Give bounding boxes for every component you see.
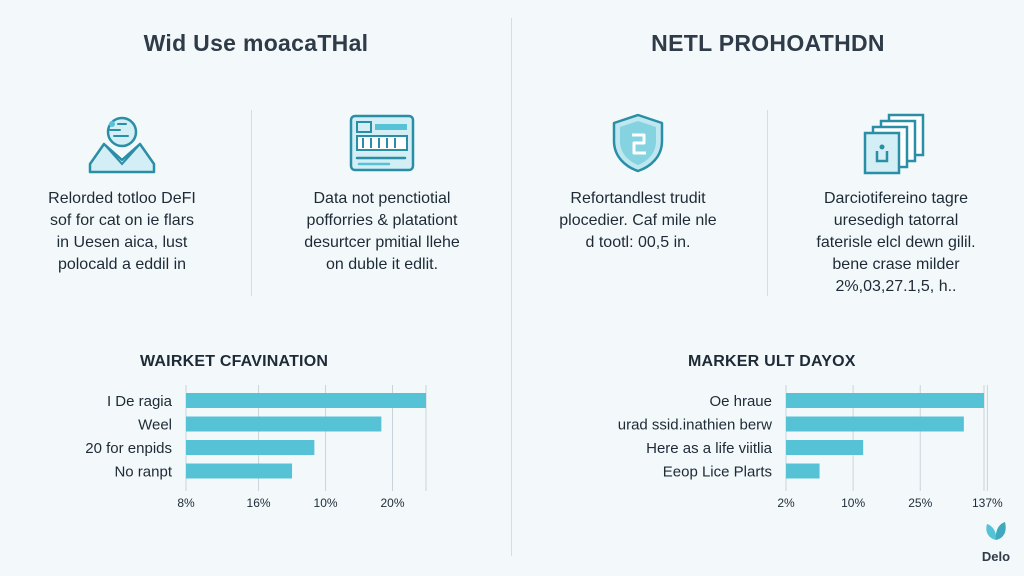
card-text-line: desurtcer pmitial llehe xyxy=(304,234,460,251)
left-card-divider xyxy=(251,110,252,296)
category-label: Eeop Lice Plarts xyxy=(663,464,772,481)
card-text-line: sof for cat on ie flars xyxy=(49,212,195,229)
card-text-line: polocald a eddil in xyxy=(57,256,187,273)
leaf-icon xyxy=(986,522,1006,540)
category-label: Weel xyxy=(138,417,172,434)
bar xyxy=(786,393,984,408)
left-chart-title: WAIRKET CFAVINATION xyxy=(140,353,329,370)
card-text-line: in Uesen aica, lust xyxy=(56,234,188,251)
bar xyxy=(786,416,964,432)
feature-card: Data not penctiotial pofforries & platat… xyxy=(272,110,492,276)
shield-icon xyxy=(528,110,748,176)
category-label: urad ssid.inathien berw xyxy=(618,417,772,434)
card-text-line: plocedier. Caf mile nle xyxy=(559,212,717,229)
category-label: Oe hraue xyxy=(709,393,772,410)
card-text-line: Data not penctiotial xyxy=(313,190,451,207)
feature-card: Darciotifereino tagre uresedigh tatorral… xyxy=(786,110,1006,298)
card-text-line: faterisle elcl dewn gilil. xyxy=(816,234,976,251)
tick-label: 10% xyxy=(314,496,338,510)
person-network-icon xyxy=(12,110,232,176)
tick-label: 10% xyxy=(841,496,865,510)
card-text-line: on duble it edlit. xyxy=(325,256,439,273)
center-divider xyxy=(511,18,512,556)
bar xyxy=(186,416,382,432)
tick-label: 16% xyxy=(247,496,271,510)
card-text-line: 2%,03,27.1,5, h.. xyxy=(835,278,957,295)
bar xyxy=(786,463,820,479)
tick-label: 137% xyxy=(972,496,1003,510)
bar xyxy=(186,393,426,408)
stacked-documents-icon xyxy=(786,110,1006,176)
feature-card: Relorded totloo DeFI sof for cat on ie f… xyxy=(12,110,232,276)
feature-card: Refortandlest trudit plocedier. Caf mile… xyxy=(528,110,748,254)
tick-label: 8% xyxy=(177,496,195,510)
bar xyxy=(186,463,293,479)
bar xyxy=(786,440,864,455)
card-text-line: Darciotifereino tagre xyxy=(823,190,969,207)
category-label: I De ragia xyxy=(107,393,173,410)
right-bar-chart: Oe hraue urad ssid.inathien berw Here as a… xyxy=(618,385,1003,510)
tick-label: 2% xyxy=(777,496,795,510)
left-bar-chart: I De ragia Weel 20 for enpids No ranpt 8% 16%… xyxy=(85,385,427,510)
card-text-line: d tootl: 00,5 in. xyxy=(585,234,691,251)
bar xyxy=(186,440,315,455)
card-text-line: bene crase milder xyxy=(832,256,960,273)
logo-text: Delo xyxy=(981,549,1011,564)
right-card-divider xyxy=(767,110,768,296)
card-text-line: uresedigh tatorral xyxy=(833,212,959,229)
card-text-line: Refortandlest trudit xyxy=(570,190,706,207)
brand-logo: Delo xyxy=(976,520,1016,564)
right-panel-title: NETL PROHOATHDN xyxy=(651,30,885,56)
left-panel-title: Wid Use moacaTHal xyxy=(143,30,369,56)
card-text-line: pofforries & platationt xyxy=(306,212,458,229)
card-text-line: Relorded totloo DeFI xyxy=(48,190,196,207)
dashboard-panel-icon xyxy=(272,110,492,176)
category-label: Here as a life viitlia xyxy=(646,440,773,457)
category-label: No ranpt xyxy=(114,464,172,481)
tick-label: 25% xyxy=(908,496,932,510)
category-label: 20 for enpids xyxy=(85,440,172,457)
right-chart-title: MARKER ULT DAYOX xyxy=(688,353,856,370)
tick-label: 20% xyxy=(380,496,404,510)
